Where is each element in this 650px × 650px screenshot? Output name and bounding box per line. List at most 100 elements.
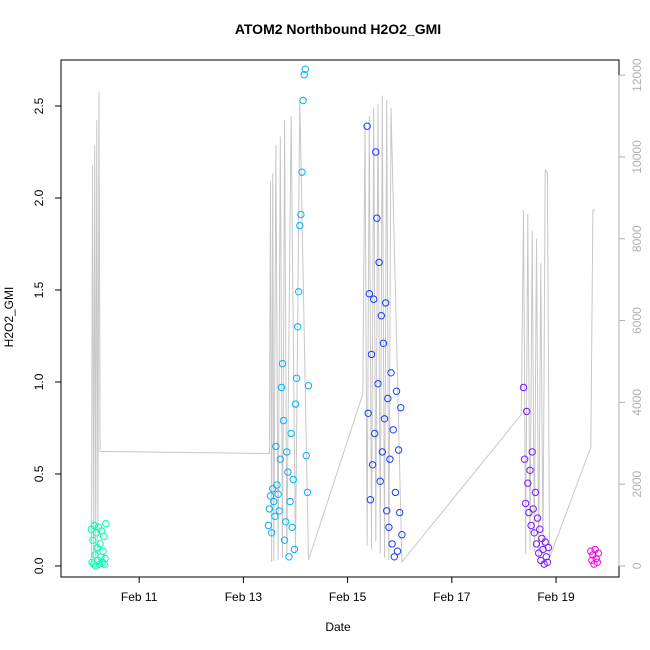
data-point-s4-0	[587, 547, 595, 555]
data-point-s3-0	[519, 383, 528, 392]
data-point-s3-8	[528, 448, 536, 456]
y2-axis: 0 2000 4000 6000 8000 10000 12000	[618, 58, 644, 569]
x-tick-label: Feb 15	[329, 590, 367, 604]
data-point-s2-15	[379, 339, 388, 347]
data-point-s1-32	[299, 96, 307, 105]
data-point-s1-25	[291, 400, 300, 408]
y-tick-label: 2.0	[32, 189, 46, 206]
data-point-s2-12	[376, 477, 384, 485]
data-point-s3-1	[520, 455, 529, 463]
data-point-s0-12	[96, 540, 104, 548]
y2-tick-label: 2000	[630, 470, 644, 497]
data-point-s1-8	[273, 481, 281, 489]
data-point-s1-6	[271, 512, 279, 520]
data-point-s3-13	[533, 514, 542, 522]
data-point-s2-21	[386, 455, 394, 463]
data-point-s0-20	[102, 519, 110, 528]
data-point-s1-37	[304, 382, 313, 390]
data-point-s0-18	[100, 560, 109, 568]
data-point-s3-6	[526, 466, 534, 474]
data-point-s1-10	[275, 507, 283, 515]
data-point-s1-33	[300, 71, 308, 79]
data-point-s2-19	[384, 394, 392, 403]
x-tick-label: Feb 13	[225, 590, 263, 604]
data-point-s2-4	[367, 350, 376, 359]
data-point-s2-7	[371, 429, 379, 438]
data-point-s3-20	[541, 538, 549, 546]
data-point-s3-7	[527, 521, 535, 530]
data-point-s2-29	[394, 446, 403, 454]
x-tick-label: Feb 17	[433, 590, 471, 604]
data-point-s4-6	[593, 558, 601, 566]
data-point-s2-8	[372, 148, 380, 156]
data-point-s1-21	[287, 429, 295, 438]
altitude-line-layer	[90, 91, 596, 564]
data-point-s2-5	[368, 461, 377, 469]
data-point-s2-16	[380, 415, 389, 423]
data-point-s1-36	[303, 488, 312, 497]
data-point-s0-19	[101, 554, 109, 563]
plot-frame	[60, 59, 620, 578]
data-point-s3-12	[532, 540, 541, 548]
data-point-s1-31	[298, 168, 306, 176]
data-point-s1-29	[296, 221, 304, 230]
data-point-s3-14	[535, 549, 543, 557]
x-axis: Feb 11 Feb 13 Feb 15 Feb 17 Feb 19	[121, 576, 575, 604]
data-point-s2-0	[363, 122, 371, 130]
data-point-s3-15	[536, 525, 544, 533]
data-point-s1-13	[278, 359, 287, 368]
y-axis-label: H2O2_GMI	[2, 287, 16, 348]
data-point-s3-5	[525, 508, 533, 517]
y-tick-label: 2.5	[32, 97, 46, 114]
data-point-s2-1	[364, 409, 372, 417]
data-point-s2-22	[387, 369, 395, 377]
data-point-s1-2	[266, 492, 275, 500]
data-point-s1-28	[295, 288, 303, 296]
data-point-s1-27	[294, 323, 302, 331]
data-point-s1-5	[270, 497, 278, 506]
altitude-line	[90, 91, 596, 564]
data-point-s2-25	[390, 553, 398, 561]
data-point-s1-22	[288, 523, 296, 531]
data-point-s2-13	[377, 312, 385, 320]
y-axis: 0.0 0.5 1.0 1.5 2.0 2.5	[32, 97, 62, 574]
x-tick-label: Feb 11	[121, 590, 158, 604]
data-point-s0-3	[89, 560, 98, 568]
data-point-s0-2	[89, 536, 97, 544]
data-point-s3-23	[544, 543, 553, 552]
data-point-s2-27	[392, 387, 401, 395]
data-point-s3-21	[542, 553, 550, 561]
y2-tick-label: 6000	[630, 307, 644, 334]
data-point-s2-14	[378, 448, 386, 456]
points-layer	[87, 65, 603, 570]
data-point-s3-2	[521, 499, 530, 508]
y-tick-label: 0.5	[32, 465, 46, 482]
data-point-s1-35	[302, 451, 310, 460]
data-point-s1-26	[292, 374, 301, 382]
x-tick-label: Feb 19	[537, 590, 575, 604]
data-point-s1-17	[283, 448, 291, 456]
data-point-s1-4	[269, 485, 277, 493]
data-point-s2-23	[388, 540, 396, 548]
data-point-s1-7	[272, 442, 280, 451]
data-point-s1-3	[267, 529, 276, 537]
data-point-s2-17	[381, 299, 390, 307]
data-point-s3-9	[529, 505, 537, 513]
data-point-s0-16	[99, 547, 107, 555]
data-point-s1-1	[265, 505, 274, 513]
y-tick-label: 1.0	[32, 373, 46, 390]
data-point-s1-11	[276, 455, 284, 463]
data-point-s2-32	[398, 531, 406, 539]
data-point-s2-11	[375, 258, 383, 267]
data-point-s2-3	[366, 496, 375, 504]
data-point-s3-10	[530, 529, 538, 537]
data-point-s1-19	[285, 553, 293, 561]
data-point-s2-10	[374, 380, 382, 388]
data-point-s2-28	[393, 547, 402, 555]
data-point-s1-0	[264, 521, 273, 530]
data-point-s1-34	[301, 65, 309, 73]
data-point-s3-4	[524, 479, 532, 487]
data-point-s1-24	[290, 545, 299, 554]
data-point-s2-20	[385, 523, 393, 531]
